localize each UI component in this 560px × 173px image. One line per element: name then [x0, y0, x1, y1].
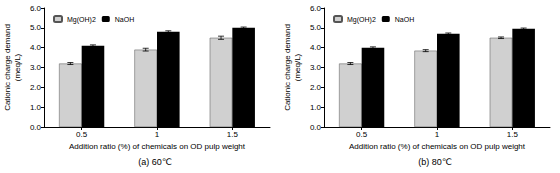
svg-text:NaOH: NaOH — [395, 16, 414, 23]
svg-text:Mg(OH)2: Mg(OH)2 — [347, 16, 376, 24]
svg-text:6.0: 6.0 — [310, 4, 322, 13]
svg-text:1.0: 1.0 — [310, 103, 322, 112]
svg-text:Addition ratio (%) of chemical: Addition ratio (%) of chemicals on OD pu… — [349, 142, 526, 151]
svg-text:1.0: 1.0 — [30, 103, 42, 112]
svg-text:2.0: 2.0 — [30, 83, 42, 92]
svg-text:4.0: 4.0 — [310, 43, 322, 52]
svg-text:5.0: 5.0 — [310, 23, 322, 32]
svg-text:0.5: 0.5 — [76, 130, 88, 139]
svg-text:1: 1 — [435, 130, 440, 139]
svg-text:1.5: 1.5 — [227, 130, 239, 139]
svg-text:Mg(OH)2: Mg(OH)2 — [67, 16, 96, 24]
svg-text:4.0: 4.0 — [30, 43, 42, 52]
svg-text:5.0: 5.0 — [30, 23, 42, 32]
svg-text:6.0: 6.0 — [30, 4, 42, 13]
svg-text:Cationic charge demand: Cationic charge demand — [283, 24, 292, 111]
svg-text:(meq/L): (meq/L) — [293, 53, 302, 81]
svg-text:1: 1 — [155, 130, 160, 139]
svg-text:(a) 60℃: (a) 60℃ — [138, 157, 172, 167]
svg-text:(meq/L): (meq/L) — [13, 53, 22, 81]
svg-text:Addition ratio (%) of chemical: Addition ratio (%) of chemicals on OD pu… — [69, 142, 246, 151]
svg-text:3.0: 3.0 — [310, 63, 322, 72]
svg-text:(b) 80℃: (b) 80℃ — [418, 157, 452, 167]
svg-text:0.5: 0.5 — [356, 130, 368, 139]
svg-text:0.0: 0.0 — [310, 123, 322, 132]
svg-text:0.0: 0.0 — [30, 123, 42, 132]
svg-text:3.0: 3.0 — [30, 63, 42, 72]
svg-text:1.5: 1.5 — [507, 130, 519, 139]
svg-text:2.0: 2.0 — [310, 83, 322, 92]
svg-text:NaOH: NaOH — [115, 16, 134, 23]
svg-text:Cationic charge demand: Cationic charge demand — [3, 24, 12, 111]
